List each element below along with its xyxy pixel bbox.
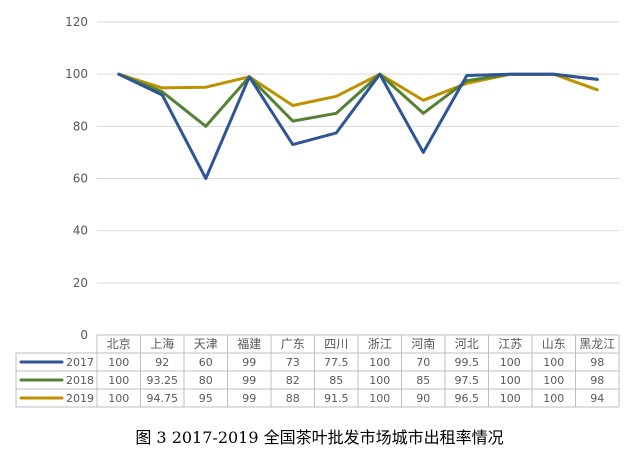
table-cell-value: 100 [500, 392, 521, 405]
x-category-label: 山东 [542, 337, 566, 351]
x-category-label: 河南 [411, 336, 435, 351]
table-cell-value: 85 [416, 374, 430, 387]
series-line-2019 [117, 72, 599, 107]
table-cell-value: 100 [369, 392, 390, 405]
y-tick-label: 120 [65, 15, 88, 29]
figure-caption: 图 3 2017-2019 全国茶叶批发市场城市出租率情况 [135, 428, 504, 447]
x-category-label: 天津 [194, 337, 218, 351]
table-cell-value: 94.75 [147, 392, 179, 405]
table-cell-value: 94 [590, 392, 604, 405]
x-category-label: 广东 [281, 337, 305, 351]
table-cell-value: 100 [500, 356, 521, 369]
x-category-label: 河北 [455, 337, 479, 351]
y-tick-label: 40 [73, 224, 88, 238]
table-cell-value: 98 [590, 356, 604, 369]
legend-label-2018: 2018 [66, 374, 94, 387]
legend-label-2017: 2017 [66, 356, 94, 369]
table-cell-value: 98 [590, 374, 604, 387]
data-table: 北京 上海 天津 福建 广东 四川 浙江 河南 河北 江苏 山东 黑龙江 2017 100 92 60 99 73… [15, 335, 620, 408]
table-cell-value: 99 [242, 374, 256, 387]
x-category-label: 上海 [150, 336, 174, 351]
table-cell-value: 60 [199, 356, 213, 369]
y-tick-label: 20 [73, 276, 88, 290]
table-cell-value: 100 [543, 356, 564, 369]
table-cell-value: 96.5 [455, 392, 480, 405]
table-cell-value: 99 [242, 392, 256, 405]
chart: 0 20 40 60 80 100 120 北京 上海 天津 福建 广东 四川 浙江 河南 河北 江苏 山东 黑龙… [15, 15, 620, 408]
table-cell-value: 73 [286, 356, 300, 369]
table-cell-value: 99 [242, 356, 256, 369]
table-cell-value: 85 [329, 374, 343, 387]
gridlines [97, 21, 619, 336]
table-cell-value: 100 [543, 374, 564, 387]
table-cell-value: 100 [108, 374, 129, 387]
table-cell-value: 90 [416, 392, 430, 405]
table-cell-value: 91.5 [324, 392, 349, 405]
x-category-label: 四川 [324, 337, 348, 351]
x-category-label: 黑龙江 [579, 337, 615, 351]
x-category-label: 江苏 [498, 337, 522, 351]
series-line-2018 [117, 72, 599, 128]
y-tick-label: 80 [73, 119, 88, 133]
table-cell-value: 97.5 [455, 374, 480, 387]
y-tick-label: 100 [65, 67, 88, 81]
legend-label-2019: 2019 [66, 392, 94, 405]
x-category-label: 浙江 [368, 337, 392, 351]
x-category-label: 福建 [237, 336, 261, 351]
table-cell-value: 100 [500, 374, 521, 387]
table-cell-value: 80 [199, 374, 213, 387]
table-cell-value: 99.5 [455, 356, 480, 369]
table-cell-value: 100 [369, 374, 390, 387]
table-cell-value: 92 [155, 356, 169, 369]
table-cell-value: 100 [108, 392, 129, 405]
table-cell-value: 70 [416, 356, 430, 369]
table-cell-value: 88 [286, 392, 300, 405]
series-lines [117, 72, 599, 180]
y-tick-label: 60 [73, 172, 88, 186]
table-cell-value: 100 [369, 356, 390, 369]
y-tick-label: 0 [80, 328, 88, 342]
table-cell-value: 95 [199, 392, 213, 405]
table-cell-value: 77.5 [324, 356, 349, 369]
table-cell-value: 93.25 [147, 374, 179, 387]
table-cell-value: 100 [108, 356, 129, 369]
y-axis-tick-labels: 0 20 40 60 80 100 120 [65, 15, 88, 342]
series-line-2017 [117, 72, 599, 180]
table-cell-value: 82 [286, 374, 300, 387]
x-category-label: 北京 [107, 337, 131, 351]
table-cell-value: 100 [543, 392, 564, 405]
